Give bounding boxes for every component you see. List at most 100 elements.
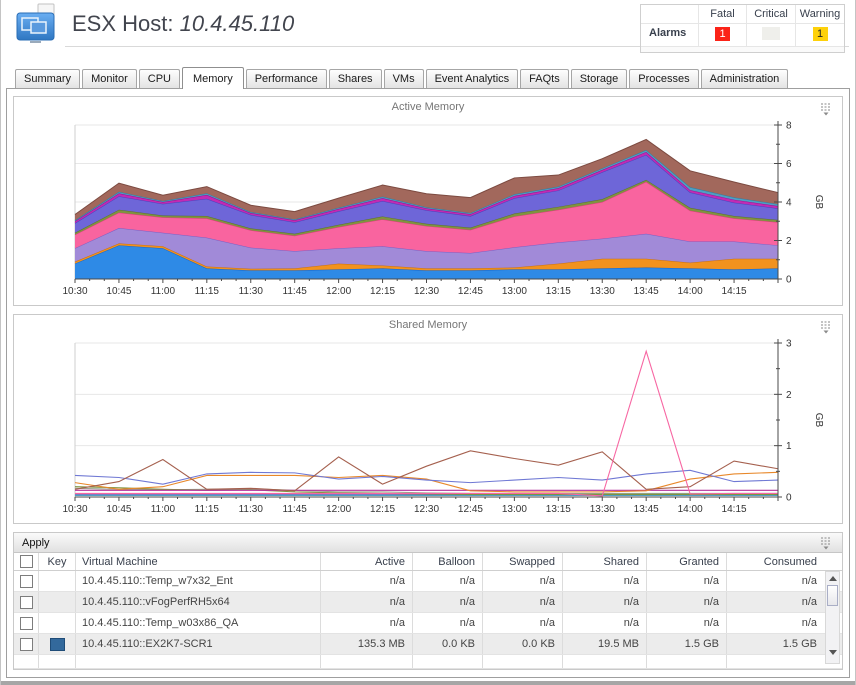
svg-text:10:45: 10:45 xyxy=(106,286,131,297)
metric-value: n/a xyxy=(562,592,646,612)
content: Active Memory 10:30 10:45 11:00 11:15 11:30 1… xyxy=(6,88,850,678)
svg-text:2: 2 xyxy=(786,236,792,247)
table-body: 10.4.45.110::Temp_w7x32_Ent n/a n/a n/a n/a n… xyxy=(14,571,842,669)
row-checkbox[interactable] xyxy=(19,616,33,630)
svg-text:11:00: 11:00 xyxy=(151,286,176,297)
svg-text:12:00: 12:00 xyxy=(326,286,351,297)
active-memory-panel: Active Memory 10:30 10:45 11:00 11:15 11:30 1… xyxy=(13,96,843,306)
metric-value: 19.5 MB xyxy=(562,634,646,654)
table-row[interactable]: 10.4.45.110::vFogPerfRH5x64 n/a n/a n/a n/a n… xyxy=(14,592,842,613)
tab-shares[interactable]: Shares xyxy=(328,69,382,88)
col-virtual-machine[interactable]: Virtual Machine xyxy=(75,553,320,570)
series-key-swatch xyxy=(49,637,65,651)
svg-text:2: 2 xyxy=(786,390,792,401)
svg-text:13:30: 13:30 xyxy=(590,286,615,297)
svg-text:13:15: 13:15 xyxy=(546,504,571,515)
svg-text:10:30: 10:30 xyxy=(62,504,87,515)
metric-value: n/a xyxy=(646,592,726,612)
active-memory-title: Active Memory xyxy=(391,101,465,113)
table-row[interactable]: 10.4.45.110::Temp_w7x32_Ent n/a n/a n/a n/a n… xyxy=(14,571,842,592)
col-key[interactable]: Key xyxy=(38,553,75,570)
tab-administration[interactable]: Administration xyxy=(700,69,789,88)
svg-text:14:15: 14:15 xyxy=(722,504,747,515)
svg-text:13:45: 13:45 xyxy=(634,504,659,515)
header-divider xyxy=(65,46,849,47)
table-row[interactable]: 10.4.45.110::Temp_w03x86_QA n/a n/a n/a n/a n… xyxy=(14,613,842,634)
tab-summary[interactable]: Summary xyxy=(15,69,81,88)
tab-bar: Summary Monitor CPU Memory Performance Shares… xyxy=(15,67,855,89)
tab-event-analytics[interactable]: Event Analytics xyxy=(425,69,519,88)
alarms-label: Alarms xyxy=(641,23,698,46)
svg-text:13:00: 13:00 xyxy=(502,286,527,297)
apply-button[interactable]: Apply xyxy=(22,536,50,549)
critical-count-badge[interactable] xyxy=(762,27,780,40)
table-options-icon[interactable] xyxy=(818,536,834,550)
col-consumed[interactable]: Consumed xyxy=(726,553,824,570)
row-checkbox[interactable] xyxy=(19,574,33,588)
tab-cpu[interactable]: CPU xyxy=(138,69,180,88)
scroll-thumb[interactable] xyxy=(827,585,838,606)
alarms-corner xyxy=(641,5,698,23)
scroll-track[interactable] xyxy=(826,607,839,647)
select-all-checkbox[interactable] xyxy=(19,555,33,568)
table-row[interactable]: 10.4.45.110::EX2K7-SCR1 135.3 MB 0.0 KB 0.0… xyxy=(14,634,842,655)
tab-vms[interactable]: VMs xyxy=(383,69,424,88)
metric-value: n/a xyxy=(320,592,412,612)
vm-name: 10.4.45.110::Temp_w7x32_Ent xyxy=(75,571,320,591)
tab-storage[interactable]: Storage xyxy=(570,69,628,88)
svg-text:14:00: 14:00 xyxy=(678,286,703,297)
svg-text:11:15: 11:15 xyxy=(195,504,220,515)
alarms-col-critical: Critical xyxy=(746,5,795,23)
esx-host-icon xyxy=(16,3,55,43)
svg-text:6: 6 xyxy=(786,159,792,170)
metric-value: n/a xyxy=(482,613,562,633)
scroll-up-icon[interactable] xyxy=(828,576,837,581)
metric-value: n/a xyxy=(562,613,646,633)
chart-options-icon[interactable] xyxy=(818,102,834,116)
metric-value: n/a xyxy=(646,571,726,591)
col-balloon[interactable]: Balloon xyxy=(412,553,482,570)
col-shared[interactable]: Shared xyxy=(562,553,646,570)
apply-bar: Apply xyxy=(14,533,842,553)
svg-text:13:45: 13:45 xyxy=(634,286,659,297)
svg-text:11:45: 11:45 xyxy=(283,286,308,297)
svg-text:12:45: 12:45 xyxy=(458,504,483,515)
row-checkbox[interactable] xyxy=(19,637,33,651)
metric-value: n/a xyxy=(646,613,726,633)
row-checkbox[interactable] xyxy=(19,595,33,609)
metric-value: n/a xyxy=(482,571,562,591)
col-granted[interactable]: Granted xyxy=(646,553,726,570)
tab-processes[interactable]: Processes xyxy=(629,69,699,88)
tab-memory[interactable]: Memory xyxy=(181,67,244,89)
chart-options-icon[interactable] xyxy=(818,320,834,334)
svg-text:12:30: 12:30 xyxy=(414,286,439,297)
svg-text:11:30: 11:30 xyxy=(239,504,264,515)
svg-text:10:30: 10:30 xyxy=(62,286,87,297)
svg-text:11:15: 11:15 xyxy=(195,286,220,297)
svg-text:0: 0 xyxy=(786,275,792,286)
shared-memory-title: Shared Memory xyxy=(388,319,468,331)
page-bottom-border xyxy=(1,681,855,685)
svg-text:13:15: 13:15 xyxy=(546,286,571,297)
vm-name: 10.4.45.110::vFogPerfRH5x64 xyxy=(75,592,320,612)
svg-text:10:45: 10:45 xyxy=(106,504,131,515)
tab-performance[interactable]: Performance xyxy=(245,69,327,88)
alarms-col-warning: Warning xyxy=(795,5,844,23)
svg-text:GB: GB xyxy=(813,195,824,210)
tab-faqts[interactable]: FAQts xyxy=(520,69,569,88)
metric-value: 135.3 MB xyxy=(320,634,412,654)
page-title: ESX Host: 10.4.45.110 xyxy=(72,11,295,36)
active-memory-chart: 10:30 10:45 11:00 11:15 11:30 11:45 12:00 12:15… xyxy=(62,121,824,298)
scroll-down-icon[interactable] xyxy=(828,650,837,655)
svg-text:14:00: 14:00 xyxy=(678,504,703,515)
metric-value: n/a xyxy=(726,613,824,633)
shared-memory-panel: Shared Memory 10:30 10:45 11:00 11:15 11:30 1… xyxy=(13,314,843,524)
warning-count-badge[interactable]: 1 xyxy=(812,27,828,41)
svg-text:4: 4 xyxy=(786,198,792,209)
fatal-count-badge[interactable]: 1 xyxy=(715,27,730,41)
tab-monitor[interactable]: Monitor xyxy=(82,69,137,88)
metric-value: n/a xyxy=(482,592,562,612)
col-active[interactable]: Active xyxy=(320,553,412,570)
col-swapped[interactable]: Swapped xyxy=(482,553,562,570)
table-scrollbar[interactable] xyxy=(825,571,840,664)
